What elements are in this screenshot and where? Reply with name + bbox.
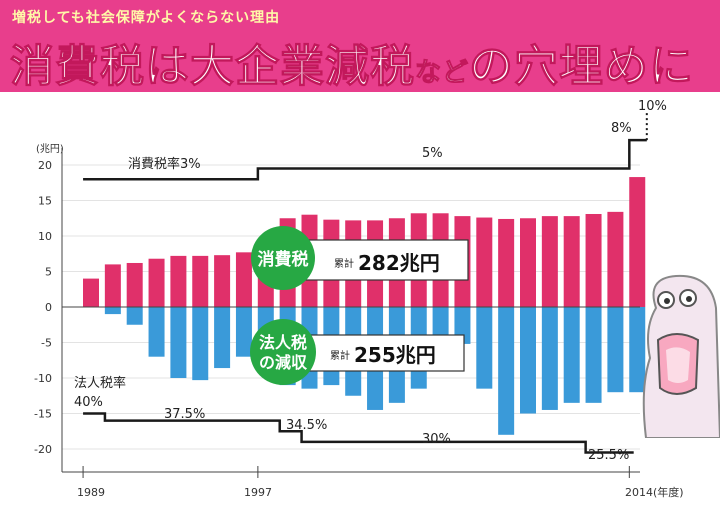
corporate-rate-title: 法人税率 xyxy=(74,375,126,391)
corporate-rate-30-label: 30% xyxy=(422,432,451,447)
bars xyxy=(83,177,646,435)
corporate-tax-cut-bar-1995 xyxy=(214,307,231,369)
corporate-rate-25-5-label: 25.5% xyxy=(588,448,629,463)
corporate-tax-rate-line xyxy=(83,412,634,454)
x-label-mid: 1997 xyxy=(244,486,272,499)
consumption-rate-10-label: 10% xyxy=(638,99,667,114)
x-label-start: 1989 xyxy=(77,486,105,499)
consumption-tax-bar-1993 xyxy=(170,255,187,307)
y-tick-label: 0 xyxy=(45,301,52,314)
consumption-tax-bar-2012 xyxy=(585,213,602,307)
consumption-tax-bar-2011 xyxy=(563,216,580,307)
title-small: など xyxy=(414,58,470,89)
y-tick-label: -15 xyxy=(34,408,52,421)
consumption-tax-bar-1992 xyxy=(148,258,165,307)
y-tick-label: 20 xyxy=(38,159,52,172)
page-title: 消費税は大企業減税などの穴埋めに xyxy=(10,30,694,94)
y-tick-label: -10 xyxy=(34,372,52,385)
consumption-badge xyxy=(251,226,315,290)
title-main: 消費税は大企業減税 xyxy=(10,41,415,93)
corporate-total-box xyxy=(303,334,465,372)
consumption-tax-bar-1996 xyxy=(235,252,252,307)
corporate-tax-cut-bar-2010 xyxy=(541,307,558,410)
consumption-tax-bar-1990 xyxy=(104,264,121,307)
corporate-rate-34-5-label: 34.5% xyxy=(286,418,327,433)
corporate-badge-line2: の減収 xyxy=(259,353,308,372)
corporate-total-prefix: 累計 xyxy=(330,349,350,362)
consumption-tax-bar-2010 xyxy=(541,216,558,307)
consumption-tax-rate-line xyxy=(83,138,647,181)
y-tick-label: 5 xyxy=(45,266,52,279)
consumption-tax-bar-2009 xyxy=(520,218,536,307)
corporate-badge xyxy=(250,319,316,385)
corporate-tax-cut-bar-1993 xyxy=(170,307,187,378)
subtitle: 増税しても社会保障がよくならない理由 xyxy=(12,10,281,26)
y-tick-label: -20 xyxy=(34,443,52,456)
corporate-tax-cut-bar-2014 xyxy=(629,307,646,393)
consumption-total-value: 282兆円 xyxy=(358,251,440,275)
consumption-total-prefix: 累計 xyxy=(334,257,354,270)
y-tick-label: 15 xyxy=(38,195,52,208)
corporate-tax-cut-bar-1996 xyxy=(235,307,252,357)
corporate-tax-cut-bar-2013 xyxy=(607,307,624,393)
consumption-rate-5-label: 5% xyxy=(422,146,443,161)
consumption-tax-bar-1991 xyxy=(126,262,143,307)
y-tick-label: 10 xyxy=(38,230,52,243)
header-banner: 増税しても社会保障がよくならない理由 消費税は大企業減税などの穴埋めに xyxy=(0,0,720,94)
consumption-total-box xyxy=(299,239,469,281)
corporate-tax-cut-bar-1992 xyxy=(148,307,165,357)
corporate-tax-cut-bar-2007 xyxy=(476,307,493,389)
corporate-rate-40-label: 40% xyxy=(74,395,103,410)
corporate-tax-cut-bar-1994 xyxy=(192,307,209,381)
consumption-tax-bar-1995 xyxy=(214,255,231,307)
consumption-tax-bar-2007 xyxy=(476,217,493,307)
consumption-rate-3-label: 消費税率3% xyxy=(128,156,201,172)
corporate-rate-37-5-label: 37.5% xyxy=(164,407,205,422)
rate-step-lines xyxy=(83,112,648,454)
consumption-rate-8-label: 8% xyxy=(611,121,632,136)
corporate-tax-cut-bar-2011 xyxy=(563,307,580,403)
y-tick-label: -5 xyxy=(41,337,52,350)
corporate-tax-cut-bar-2008 xyxy=(498,307,515,435)
consumption-tax-bar-2013 xyxy=(607,211,624,307)
corporate-tax-cut-bar-1991 xyxy=(126,307,143,325)
corporate-total-value: 255兆円 xyxy=(354,343,436,367)
title-end: の穴埋めに xyxy=(469,41,695,93)
consumption-badge-label: 消費税 xyxy=(258,249,309,270)
consumption-tax-bar-2008 xyxy=(498,218,515,307)
corporate-tax-cut-bar-1990 xyxy=(104,307,121,315)
mascot-illustration xyxy=(642,274,720,438)
y-unit-label: (兆円) xyxy=(36,143,64,155)
corporate-tax-cut-bar-2009 xyxy=(520,307,536,414)
x-label-end: 2014(年度) xyxy=(625,485,684,499)
corporate-tax-cut-bar-2012 xyxy=(585,307,602,403)
consumption-tax-bar-1994 xyxy=(192,255,209,307)
consumption-tax-bar-1989 xyxy=(83,278,99,307)
corporate-badge-line1: 法人税 xyxy=(259,333,307,352)
consumption-tax-bar-2014 xyxy=(629,177,646,307)
axes: (兆円) 1989 1997 2014(年度) xyxy=(36,143,684,499)
